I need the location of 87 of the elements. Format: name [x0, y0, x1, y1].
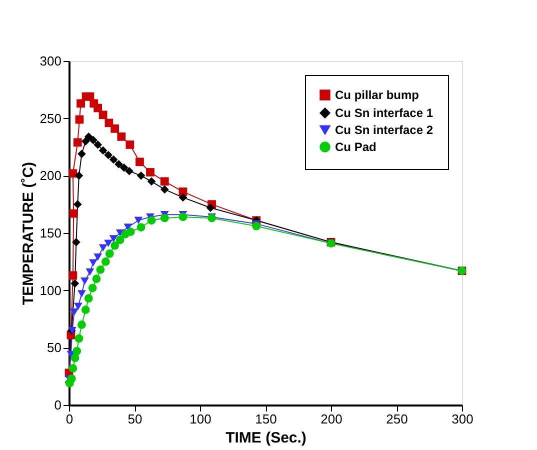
point [116, 236, 124, 244]
point [104, 240, 112, 247]
point [72, 346, 82, 356]
x-axis-title: TIME (Sec.) [226, 430, 306, 446]
point [72, 238, 80, 246]
point [81, 137, 90, 146]
point [89, 259, 98, 266]
x-tick-label: 50 [128, 412, 142, 426]
point [124, 224, 132, 231]
x-tick-label: 300 [452, 412, 474, 426]
point [147, 177, 156, 186]
point [101, 257, 110, 266]
y-tick-label: 150 [40, 226, 62, 240]
point [68, 169, 78, 178]
point [74, 334, 84, 343]
point [78, 320, 86, 329]
x-tick-label: 200 [320, 412, 342, 426]
point [67, 374, 76, 383]
point [78, 150, 86, 158]
point [84, 132, 93, 141]
point [92, 274, 101, 284]
x-tick-label: 100 [190, 412, 212, 426]
point [98, 244, 108, 252]
point [74, 171, 84, 180]
point [160, 177, 169, 186]
y-tick-label: 300 [40, 54, 62, 68]
point [252, 222, 261, 230]
point [120, 163, 128, 172]
point [126, 228, 135, 236]
point [70, 354, 80, 362]
point [94, 104, 102, 112]
x-tick-label: 0 [66, 412, 74, 426]
point [76, 99, 85, 108]
point [84, 294, 93, 303]
x-tick-label: 250 [386, 412, 408, 426]
point [88, 284, 97, 292]
point [74, 302, 82, 310]
point [98, 110, 108, 120]
point [160, 185, 169, 194]
point [98, 146, 108, 155]
point [114, 160, 123, 168]
y-tick-label: 50 [47, 340, 62, 356]
y-tick-label: 250 [40, 110, 62, 126]
point [136, 223, 146, 232]
point [94, 253, 102, 261]
point [109, 155, 118, 164]
legend-label: Cu Sn interface 1 [335, 106, 434, 120]
point [69, 209, 78, 218]
legend-label: Cu Pad [335, 140, 376, 154]
point [206, 204, 215, 212]
point [80, 278, 89, 285]
point [75, 115, 84, 124]
point [86, 268, 94, 276]
point [136, 171, 146, 180]
point [70, 279, 80, 288]
point [110, 124, 120, 133]
point [94, 140, 102, 149]
y-tick-label: 100 [40, 282, 62, 298]
x-tick-label: 150 [255, 412, 277, 426]
point [126, 140, 134, 149]
point [117, 132, 126, 141]
point [73, 200, 82, 209]
y-axis-title: TEMPERATURE (˚C) [20, 162, 37, 306]
point [160, 214, 169, 222]
point [104, 150, 112, 160]
point [78, 290, 86, 298]
y-tick-label: 200 [40, 168, 62, 184]
point [81, 306, 90, 314]
point [178, 193, 188, 202]
legend-label: Cu pillar bump [335, 88, 419, 102]
point [134, 216, 143, 224]
point [136, 158, 144, 166]
point [178, 212, 188, 222]
point [125, 166, 134, 176]
point [96, 266, 105, 274]
point [70, 308, 78, 316]
point [89, 136, 98, 144]
legend-label: Cu Sn interface 2 [335, 123, 434, 137]
point [105, 249, 114, 258]
y-tick-label: 0 [54, 398, 62, 412]
point [68, 364, 78, 372]
point [110, 241, 120, 250]
point [147, 216, 156, 225]
point [146, 168, 154, 176]
point [68, 271, 78, 280]
point [109, 235, 118, 242]
point [73, 138, 82, 147]
